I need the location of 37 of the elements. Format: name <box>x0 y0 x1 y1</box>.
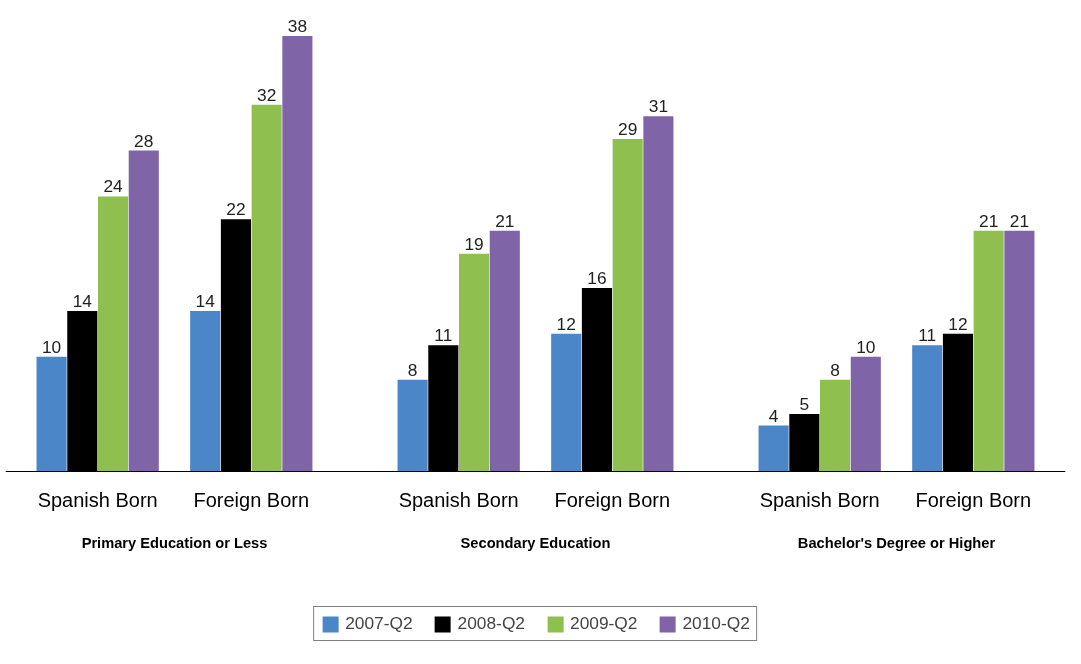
legend-label: 2007-Q2 <box>345 613 413 634</box>
data-label: 4 <box>768 405 779 426</box>
data-label: 32 <box>257 84 277 105</box>
data-label: 24 <box>103 176 124 197</box>
data-label: 10 <box>856 336 876 357</box>
text: Secondary Education <box>460 535 611 552</box>
data-label: 12 <box>556 313 576 334</box>
data-label: 12 <box>948 313 968 334</box>
data-label: 5 <box>799 394 810 415</box>
data-label: 10 <box>41 336 62 357</box>
data-label: 21 <box>979 210 999 231</box>
data-label: 16 <box>587 268 607 289</box>
data-label: 11 <box>918 325 937 346</box>
text: Bachelor's Degree or Higher <box>797 535 996 552</box>
data-label: 38 <box>287 15 308 36</box>
data-label: 22 <box>226 199 246 220</box>
data-label: 31 <box>648 96 669 117</box>
legend-label: 2008-Q2 <box>457 613 525 634</box>
data-label: 11 <box>434 325 453 346</box>
data-label: 29 <box>618 119 638 140</box>
text: Primary Education or Less <box>81 535 268 552</box>
x-tick-label: Spanish Born <box>759 489 880 512</box>
legend-label: 2009-Q2 <box>570 613 638 634</box>
x-tick-label: Spanish Born <box>398 489 519 512</box>
data-label: 14 <box>72 290 93 311</box>
legend-label: 2010-Q2 <box>682 613 750 634</box>
data-label: 14 <box>195 290 216 311</box>
x-tick-label: Foreign Born <box>193 489 310 512</box>
x-tick-label: Foreign Born <box>915 489 1032 512</box>
data-label: 21 <box>1009 210 1030 231</box>
data-label: 21 <box>495 210 515 231</box>
x-tick-label: Foreign Born <box>554 489 671 512</box>
data-label: 8 <box>407 359 418 380</box>
x-tick-label: Spanish Born <box>37 489 158 512</box>
data-label: 19 <box>464 233 484 254</box>
data-label: 8 <box>830 359 840 380</box>
data-label: 28 <box>134 130 154 151</box>
